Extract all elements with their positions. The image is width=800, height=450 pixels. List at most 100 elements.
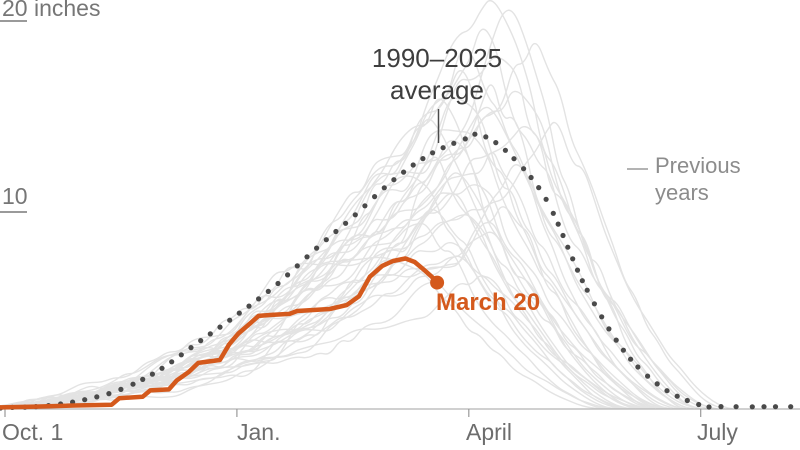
average-line-dot: [275, 280, 281, 287]
average-line-dot: [579, 278, 585, 284]
average-line-dot: [462, 136, 468, 142]
x-axis-label-april: April: [466, 419, 513, 445]
average-line-dot: [599, 314, 605, 320]
average-line-dot: [493, 140, 499, 146]
average-line-dot: [207, 331, 213, 337]
average-line-dot: [169, 359, 175, 365]
average-line-dot: [333, 228, 339, 235]
average-line-dot: [606, 326, 612, 332]
average-line-dot: [472, 131, 478, 137]
average-line-dot: [391, 177, 397, 183]
average-line-dot: [613, 337, 619, 343]
current-date-label: March 20: [436, 289, 541, 316]
average-line-dot: [645, 373, 651, 379]
previous-year-line: [0, 56, 702, 410]
average-line-dot: [440, 145, 446, 151]
y-axis-tick-10: [0, 211, 27, 213]
average-line-dot: [140, 376, 146, 382]
average-line-dot: [664, 388, 670, 394]
average-line-dot: [420, 156, 426, 162]
average-line-dot: [772, 404, 779, 410]
average-line-dot: [555, 221, 561, 227]
average-line-dot: [149, 371, 155, 377]
previous-year-line: [0, 139, 648, 410]
previous-years-label: Previous years: [655, 152, 741, 206]
average-line-dot: [410, 162, 416, 168]
average-line-dot: [94, 394, 100, 400]
average-line-dot: [502, 147, 508, 153]
average-line-dot: [749, 404, 755, 410]
previous-year-line: [0, 9, 686, 410]
average-line-dot: [381, 185, 387, 191]
average-line-dot: [265, 288, 271, 294]
average-line-dot: [718, 404, 724, 410]
average-line-dot: [256, 296, 262, 302]
average-line-dot: [314, 245, 320, 251]
average-line-dot: [343, 220, 349, 226]
average-annotation-line1: 1990–2025: [371, 43, 503, 73]
average-line-dot: [362, 203, 368, 209]
average-line-dot: [236, 310, 242, 316]
average-line-dot: [294, 263, 300, 269]
average-line-dot: [130, 381, 136, 387]
average-line-dot: [451, 140, 457, 146]
x-axis-label-july: July: [697, 419, 738, 445]
average-line-dot: [323, 237, 329, 243]
current-season-line: [0, 256, 440, 410]
average-line-dot: [82, 397, 88, 403]
previous-year-line: [0, 47, 671, 410]
previous-year-line: [0, 222, 609, 410]
average-line-dot: [401, 169, 407, 175]
y-axis-tick-20: [0, 20, 27, 22]
previous-year-line: [0, 28, 717, 410]
previous-year-line: [0, 0, 702, 410]
average-line-dot: [227, 317, 233, 323]
average-line-dot: [188, 345, 194, 351]
average-line-dot: [674, 393, 680, 399]
average-line-dot: [584, 287, 590, 293]
average-line-dot: [570, 256, 576, 262]
x-axis-label-oct1: Oct. 1: [2, 419, 64, 445]
average-line-dot: [733, 404, 739, 410]
average-line-dot: [118, 386, 124, 392]
average-line-dot: [198, 338, 204, 344]
average-line-dot: [574, 267, 581, 273]
previous-year-line: [0, 214, 663, 410]
average-line-dot: [761, 404, 767, 410]
average-line-dot: [684, 397, 690, 404]
average-line-dot: [217, 324, 223, 330]
average-line-dot: [620, 347, 627, 353]
average-line-dot: [106, 391, 112, 397]
average-line-dot: [430, 150, 436, 156]
previous-years-label-line2: years: [655, 180, 709, 205]
average-line-dot: [528, 174, 534, 181]
average-line-dot: [560, 232, 566, 239]
average-line-dot: [511, 156, 517, 162]
average-line-dot: [654, 381, 660, 387]
average-line-dot: [550, 210, 556, 216]
average-annotation: 1990–2025 average: [372, 42, 502, 106]
current-season-end-dot: [430, 275, 445, 290]
average-line-dot: [159, 365, 165, 371]
average-line-dot: [521, 166, 527, 172]
average-line-dot: [591, 301, 598, 307]
average-line-dot: [696, 401, 702, 408]
x-axis-label-jan: Jan.: [237, 419, 281, 445]
previous-year-line: [0, 172, 655, 410]
y-axis-label-20-inches: 20 inches: [2, 0, 101, 21]
average-line-dot: [706, 404, 712, 410]
y-axis-label-10: 10: [2, 183, 28, 209]
previous-years-label-line1: Previous: [655, 153, 741, 178]
average-line-dot: [628, 356, 634, 362]
average-line-dot: [543, 196, 549, 202]
previous-year-line: [0, 43, 725, 410]
average-line-dot: [565, 244, 571, 250]
previous-year-line: [0, 90, 710, 410]
average-annotation-line2: average: [390, 75, 484, 105]
average-line-dot: [285, 272, 291, 278]
previous-year-line: [0, 126, 717, 410]
average-line-dot: [536, 185, 542, 191]
average-line-dot: [178, 352, 184, 358]
